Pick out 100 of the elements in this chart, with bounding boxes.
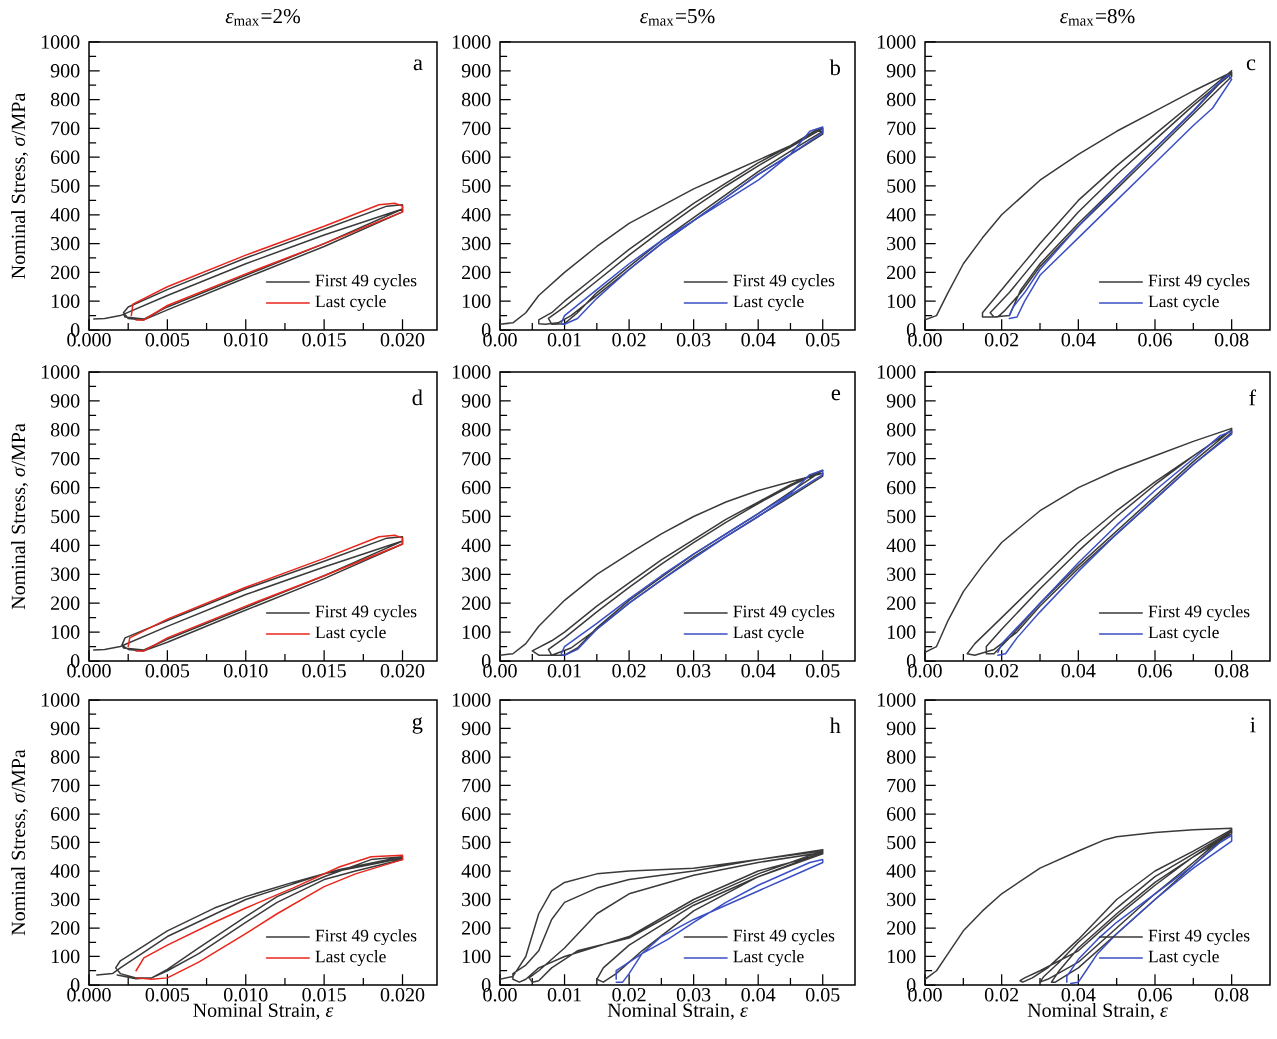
y-tick-label: 600 bbox=[887, 480, 916, 495]
annotation: b bbox=[829, 59, 840, 76]
x-tick-label: 0.08 bbox=[1214, 664, 1249, 678]
x-tick-label: 0.03 bbox=[676, 333, 711, 347]
legend-label: Last cycle bbox=[315, 950, 386, 966]
y-tick-label: 100 bbox=[462, 625, 491, 639]
y-tick-label: 1000 bbox=[877, 35, 916, 49]
y-tick-label: 700 bbox=[462, 451, 491, 466]
y-tick-label: 700 bbox=[887, 451, 916, 466]
y-tick-label: 900 bbox=[461, 64, 491, 78]
x-tick-label: 0.020 bbox=[380, 664, 425, 678]
y-tick-label: 400 bbox=[461, 208, 491, 222]
y-tick-label: 700 bbox=[462, 778, 491, 793]
y-tick-label: 500 bbox=[887, 509, 916, 524]
y-tick-label: 500 bbox=[887, 835, 916, 850]
y-tick-label: 600 bbox=[887, 150, 916, 164]
annotation: a bbox=[413, 59, 423, 71]
y-tick-label: 1000 bbox=[877, 693, 916, 707]
legend-label: Last cycle bbox=[1148, 950, 1219, 966]
y-tick-label: 500 bbox=[51, 179, 80, 193]
y-tick-label: 900 bbox=[50, 394, 80, 408]
x-tick-label: 0.005 bbox=[145, 333, 190, 347]
legend-label: First 49 cycles bbox=[1148, 605, 1250, 621]
chart-title: ε$_{max}$=5% bbox=[640, 8, 715, 26]
x-tick-label: 0.03 bbox=[676, 988, 711, 1002]
annotation: f bbox=[1249, 389, 1256, 406]
y-tick-label: 1000 bbox=[41, 35, 80, 49]
y-tick-label: 500 bbox=[462, 835, 491, 850]
y-tick-label: 800 bbox=[50, 750, 80, 764]
x-tick-label: 0.020 bbox=[380, 333, 425, 347]
legend-label: Last cycle bbox=[733, 625, 804, 642]
x-tick-label: 0.020 bbox=[380, 988, 425, 1002]
y-tick-label: 100 bbox=[51, 294, 80, 308]
x-tick-label: 0.06 bbox=[1138, 664, 1172, 678]
x-axis-title: Nominal Strain, ε bbox=[607, 1002, 748, 1020]
x-axis-title: Nominal Strain, ε bbox=[1027, 1002, 1168, 1020]
y-tick-label: 200 bbox=[462, 596, 491, 610]
y-tick-label: 800 bbox=[50, 423, 80, 437]
x-tick-label: 0.08 bbox=[1214, 988, 1249, 1002]
x-tick-label: 0.01 bbox=[547, 664, 581, 678]
annotation: c bbox=[1246, 59, 1256, 71]
y-tick-label: 200 bbox=[51, 596, 80, 610]
y-tick-label: 100 bbox=[887, 294, 916, 308]
annotation: i bbox=[1250, 717, 1256, 733]
y-tick-label: 600 bbox=[887, 807, 916, 821]
legend-label: First 49 cycles bbox=[1148, 929, 1250, 946]
y-tick-label: 800 bbox=[886, 750, 916, 764]
y-tick-label: 400 bbox=[461, 864, 491, 878]
y-tick-label: 100 bbox=[462, 294, 491, 308]
y-tick-label: 700 bbox=[51, 778, 80, 793]
y-tick-label: 800 bbox=[461, 423, 491, 437]
y-tick-label: 400 bbox=[461, 538, 491, 553]
y-tick-label: 300 bbox=[887, 567, 916, 582]
y-tick-label: 900 bbox=[50, 64, 80, 78]
y-tick-label: 700 bbox=[462, 121, 491, 136]
y-tick-label: 700 bbox=[51, 121, 80, 136]
y-tick-label: 400 bbox=[50, 538, 80, 553]
y-tick-label: 200 bbox=[887, 265, 916, 280]
chart-title: ε$_{max}$=8% bbox=[1060, 8, 1135, 26]
y-tick-label: 1000 bbox=[452, 365, 491, 379]
y-tick-label: 1000 bbox=[452, 693, 491, 707]
y-tick-label: 100 bbox=[462, 949, 491, 964]
y-tick-label: 900 bbox=[886, 721, 916, 736]
x-tick-label: 0.05 bbox=[805, 988, 840, 1002]
y-tick-label: 600 bbox=[462, 480, 491, 495]
y-tick-label: 300 bbox=[51, 892, 80, 907]
x-tick-label: 0.015 bbox=[302, 333, 346, 347]
y-tick-label: 100 bbox=[51, 625, 80, 639]
legend-label: Last cycle bbox=[315, 294, 386, 311]
y-tick-label: 600 bbox=[51, 807, 80, 821]
legend-label: First 49 cycles bbox=[733, 274, 835, 290]
x-tick-label: 0.06 bbox=[1138, 988, 1172, 1002]
y-tick-label: 600 bbox=[51, 480, 80, 495]
legend-label: Last cycle bbox=[733, 950, 804, 966]
y-tick-label: 900 bbox=[886, 394, 916, 408]
annotation: h bbox=[829, 717, 841, 733]
x-tick-label: 0.015 bbox=[302, 664, 346, 678]
y-tick-label: 600 bbox=[51, 150, 80, 164]
y-tick-label: 300 bbox=[887, 236, 916, 251]
y-tick-label: 800 bbox=[50, 92, 80, 107]
x-tick-label: 0.02 bbox=[984, 333, 1019, 347]
chart-title: ε$_{max}$=2% bbox=[225, 8, 301, 26]
y-tick-label: 500 bbox=[462, 509, 491, 524]
y-tick-label: 900 bbox=[50, 721, 80, 736]
y-tick-label: 200 bbox=[51, 921, 80, 935]
y-tick-label: 300 bbox=[462, 567, 491, 582]
annotation: g bbox=[412, 717, 423, 734]
y-tick-label: 1000 bbox=[452, 35, 491, 49]
x-tick-label: 0.02 bbox=[612, 988, 646, 1002]
y-tick-label: 300 bbox=[51, 567, 80, 582]
legend-label: First 49 cycles bbox=[315, 929, 417, 946]
x-tick-label: 0.01 bbox=[547, 333, 581, 347]
x-tick-label: 0.04 bbox=[1061, 988, 1096, 1002]
y-tick-label: 300 bbox=[462, 236, 491, 251]
legend-label: Last cycle bbox=[315, 625, 386, 642]
x-tick-label: 0.010 bbox=[224, 333, 268, 347]
x-tick-label: 0.01 bbox=[547, 988, 581, 1002]
y-tick-label: 300 bbox=[462, 892, 491, 907]
annotation: e bbox=[831, 389, 841, 401]
y-tick-label: 400 bbox=[50, 208, 80, 222]
